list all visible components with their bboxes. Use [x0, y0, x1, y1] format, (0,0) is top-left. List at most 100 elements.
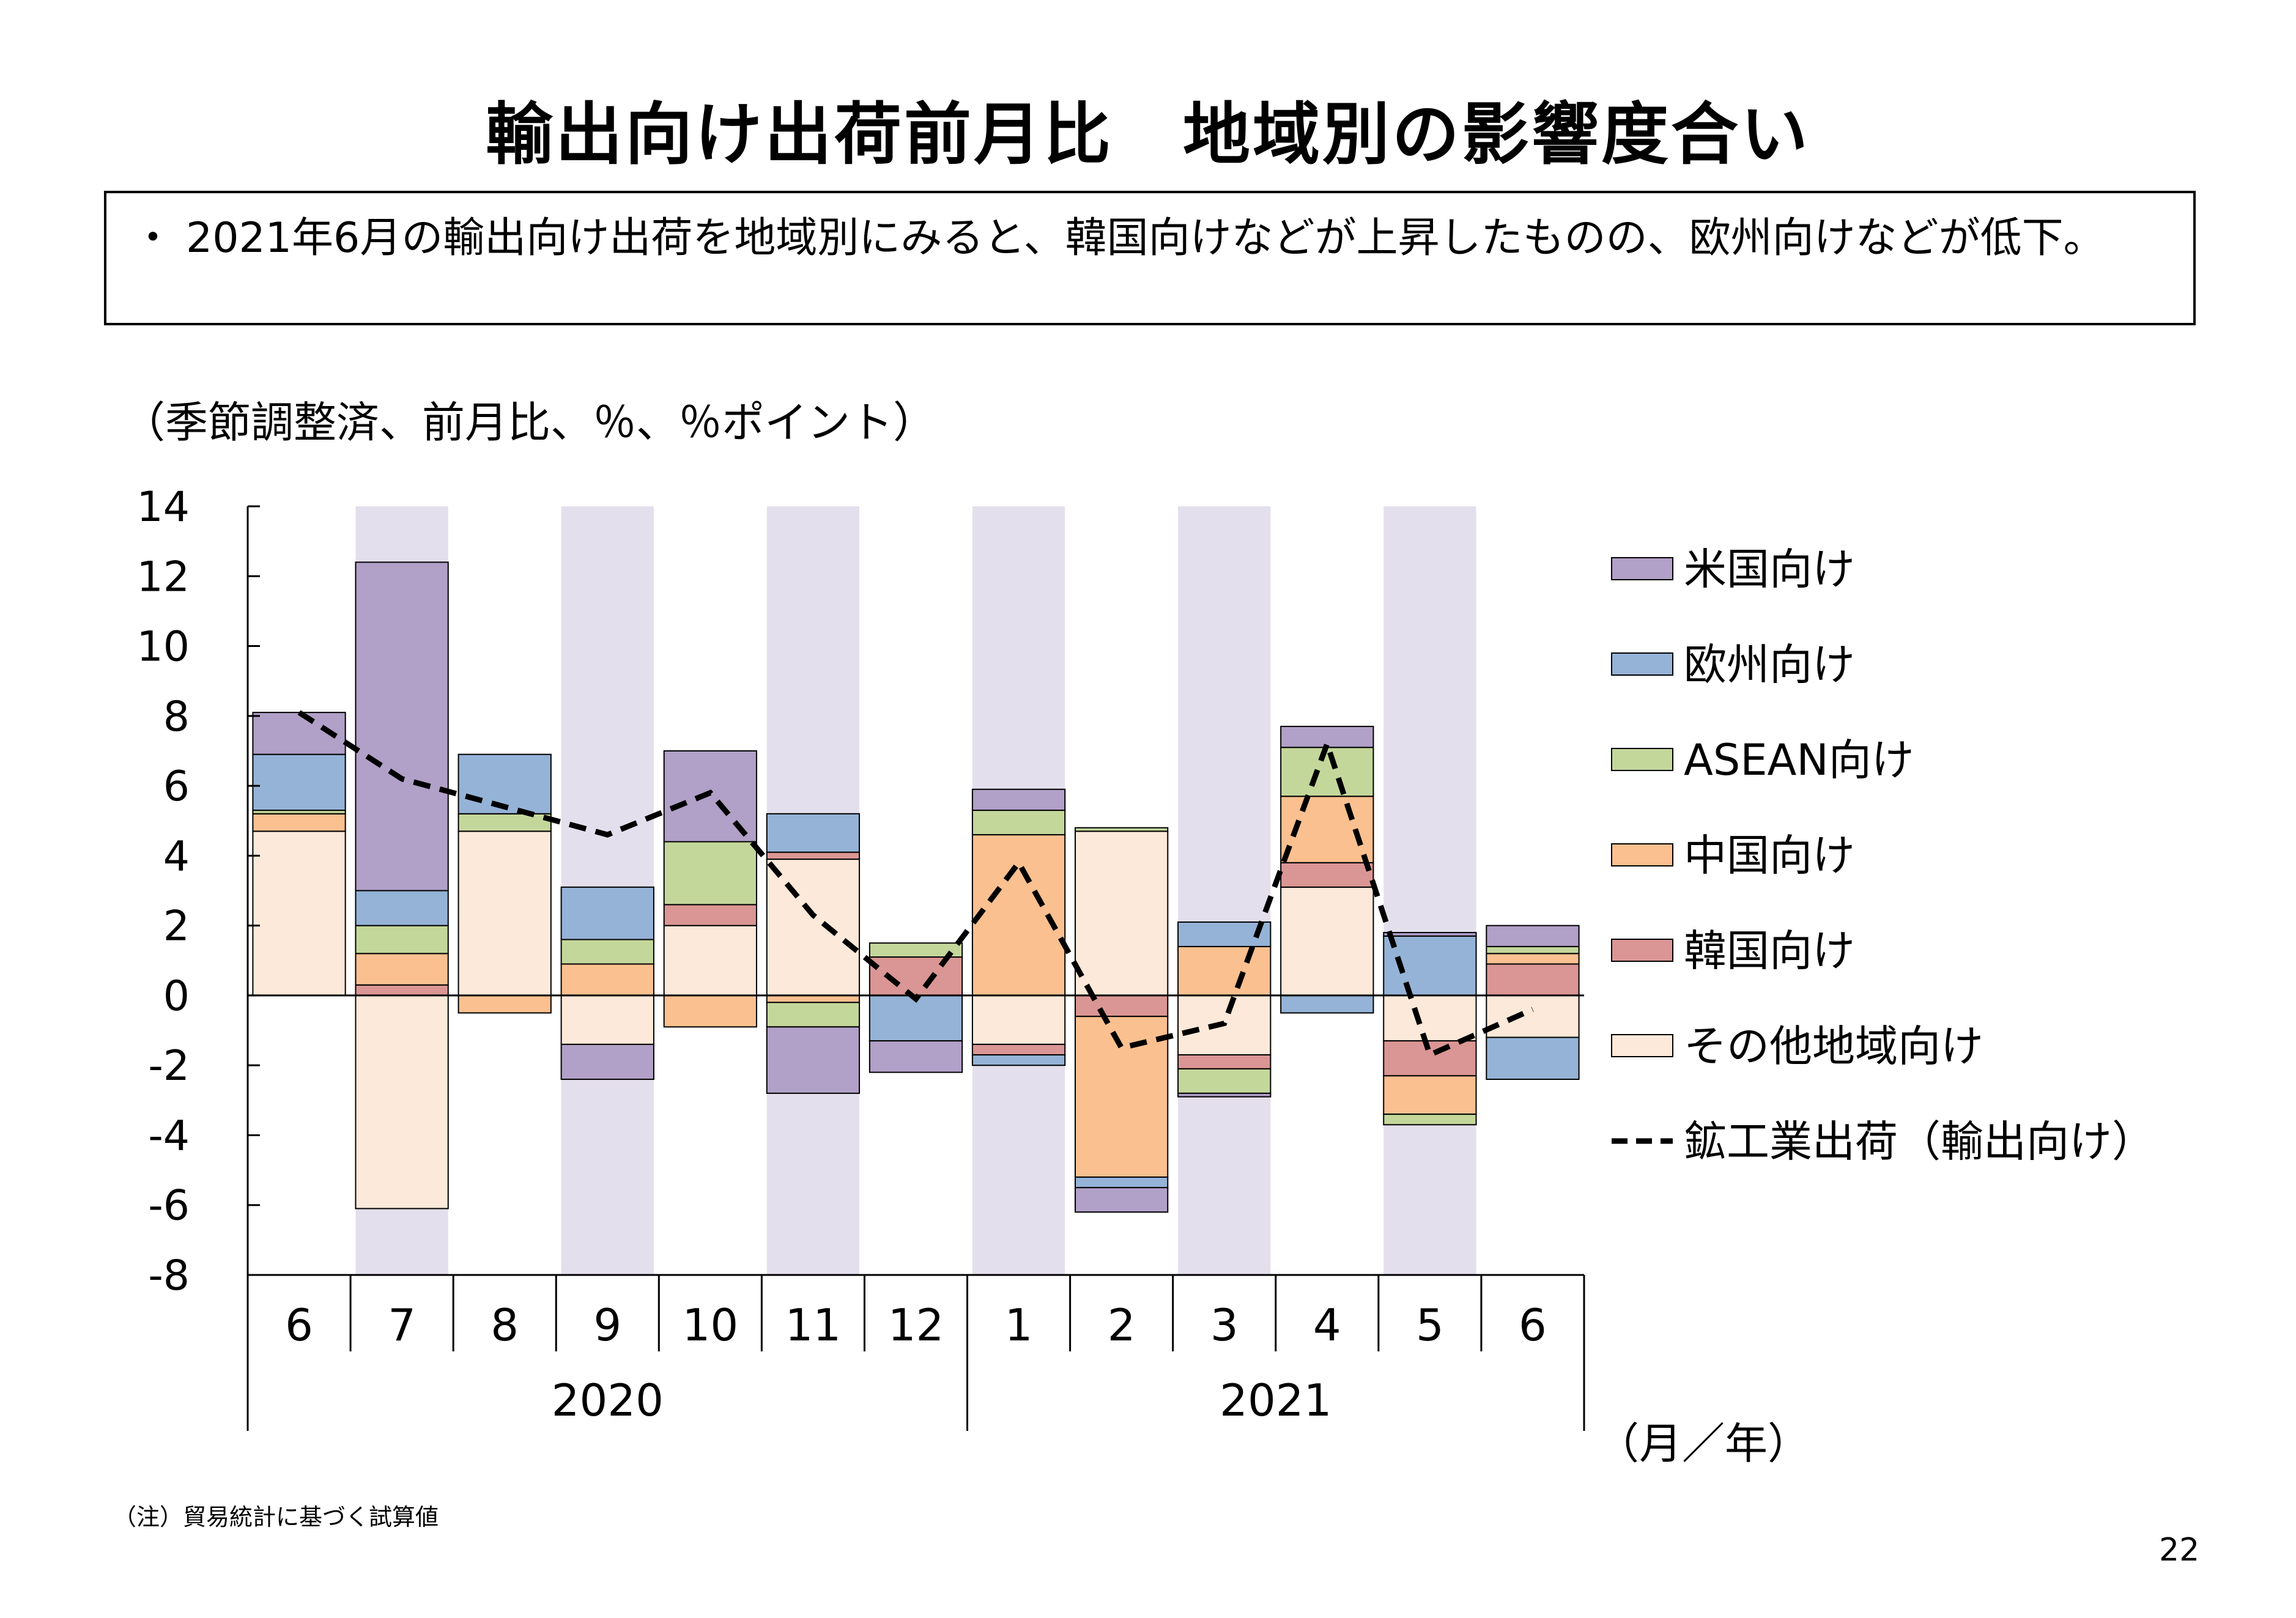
bar-us-11	[1383, 932, 1477, 937]
line-series-total	[297, 710, 1534, 1059]
bar-korea-12	[1486, 963, 1580, 996]
x-year-label: 2020	[552, 1375, 664, 1426]
bar-china-9	[1177, 945, 1272, 996]
x-tick-label: 11	[785, 1299, 842, 1351]
x-tick-label: 1	[1005, 1299, 1033, 1351]
bar-china-0	[252, 813, 346, 832]
x-tick-label: 4	[1313, 1299, 1341, 1351]
bar-other-0	[252, 830, 346, 996]
bar-china-7	[971, 834, 1066, 996]
x-tick-label: 7	[388, 1299, 416, 1351]
x-tick-label: 8	[491, 1299, 519, 1351]
bar-other-11	[1383, 994, 1477, 1042]
bar-eu-1	[355, 890, 449, 926]
y-tick-label: -2	[148, 1042, 190, 1090]
y-tick-label: 4	[163, 832, 190, 881]
bar-asean-2	[457, 813, 552, 832]
footnote: （注）貿易統計に基づく試算値	[113, 1504, 439, 1531]
y-tick-label: 0	[163, 972, 190, 1021]
bar-eu-12	[1486, 1036, 1580, 1081]
y-tick-label: 14	[136, 483, 190, 531]
legend-swatch-eu	[1611, 652, 1673, 676]
bar-asean-3	[560, 939, 654, 965]
legend-swatch-us	[1611, 557, 1673, 580]
y-tick-label: 2	[163, 903, 190, 951]
legend-label-eu: 欧州向け	[1684, 640, 1855, 690]
bar-korea-9	[1177, 1054, 1272, 1069]
bar-asean-7	[971, 810, 1066, 836]
bar-china-3	[560, 963, 654, 996]
bar-korea-7	[971, 1043, 1066, 1056]
bar-china-2	[457, 994, 552, 1014]
bar-eu-3	[560, 886, 654, 940]
x-axis-unit-label: （月／年）	[1596, 1419, 1810, 1469]
bar-china-1	[355, 953, 449, 986]
x-tick-label: 9	[593, 1299, 621, 1351]
bar-us-6	[868, 1040, 963, 1073]
x-tick-label: 2	[1108, 1299, 1136, 1351]
bar-us-5	[766, 1026, 861, 1094]
bar-korea-5	[766, 851, 861, 860]
legend-label-line: 鉱工業出荷（輸出向け）	[1684, 1117, 2155, 1167]
y-tick-label: -6	[148, 1182, 190, 1230]
bar-eu-8	[1075, 1177, 1169, 1189]
bar-other-7	[971, 994, 1066, 1045]
bar-asean-8	[1075, 827, 1169, 832]
bar-china-11	[1383, 1075, 1477, 1115]
bar-eu-11	[1383, 935, 1477, 996]
bar-eu-5	[766, 813, 861, 853]
legend-swatch-korea	[1611, 939, 1673, 962]
shade-band-11	[1383, 506, 1476, 1275]
y-tick-label: -8	[148, 1252, 190, 1300]
x-tick-label: 6	[285, 1299, 313, 1351]
bar-eu-10	[1280, 994, 1374, 1014]
bar-korea-4	[663, 904, 757, 926]
x-tick-label: 12	[888, 1299, 944, 1351]
units-label: （季節調整済、前月比、％、％ポイント）	[122, 397, 936, 448]
bar-asean-10	[1280, 747, 1374, 797]
bar-us-8	[1075, 1187, 1169, 1213]
legend-label-china: 中国向け	[1684, 830, 1855, 881]
y-tick-label: 12	[136, 553, 190, 601]
bar-other-1	[355, 994, 449, 1210]
x-tick-label: 5	[1416, 1299, 1444, 1351]
bar-other-5	[766, 859, 861, 996]
bar-asean-4	[663, 841, 757, 906]
summary-text: 2021年6月の輸出向け出荷を地域別にみると、韓国向けなどが上昇したものの、欧州…	[186, 214, 2105, 262]
bar-china-12	[1486, 953, 1580, 965]
y-tick-label: 6	[163, 763, 190, 811]
bar-other-3	[560, 994, 654, 1045]
legend-label-other: その他地域向け	[1684, 1021, 1983, 1071]
legend-label-us: 米国向け	[1684, 544, 1855, 594]
bar-korea-1	[355, 984, 449, 996]
summary-bullet: ・	[132, 214, 174, 262]
bar-asean-1	[355, 925, 449, 955]
y-tick-label: 8	[163, 693, 190, 741]
bar-korea-10	[1280, 862, 1374, 888]
summary-box: ・ 2021年6月の輸出向け出荷を地域別にみると、韓国向けなどが上昇したものの、…	[104, 191, 2196, 325]
bar-other-12	[1486, 994, 1580, 1038]
bar-other-4	[663, 925, 757, 996]
page-number: 22	[2159, 1532, 2200, 1568]
bar-korea-6	[868, 956, 963, 996]
bar-us-12	[1486, 925, 1580, 947]
y-tick-label: 10	[136, 623, 190, 671]
bar-us-10	[1280, 725, 1374, 748]
legend-swatch-china	[1611, 843, 1673, 866]
bar-asean-5	[766, 1002, 861, 1028]
bar-other-8	[1075, 830, 1169, 996]
x-tick-label: 6	[1519, 1299, 1547, 1351]
legend-swatch-other	[1611, 1034, 1673, 1057]
legend-swatch-asean	[1611, 748, 1673, 771]
page-title: 輸出向け出荷前月比 地域別の影響度合い	[486, 95, 1810, 174]
bar-us-9	[1177, 1092, 1272, 1098]
legend-label-korea: 韓国向け	[1684, 926, 1855, 976]
bar-eu-0	[252, 753, 346, 811]
bar-korea-8	[1075, 994, 1169, 1018]
bar-other-9	[1177, 994, 1272, 1056]
bar-us-1	[355, 561, 449, 892]
bar-asean-11	[1383, 1114, 1477, 1126]
bar-us-7	[971, 788, 1066, 811]
bar-asean-12	[1486, 945, 1580, 955]
